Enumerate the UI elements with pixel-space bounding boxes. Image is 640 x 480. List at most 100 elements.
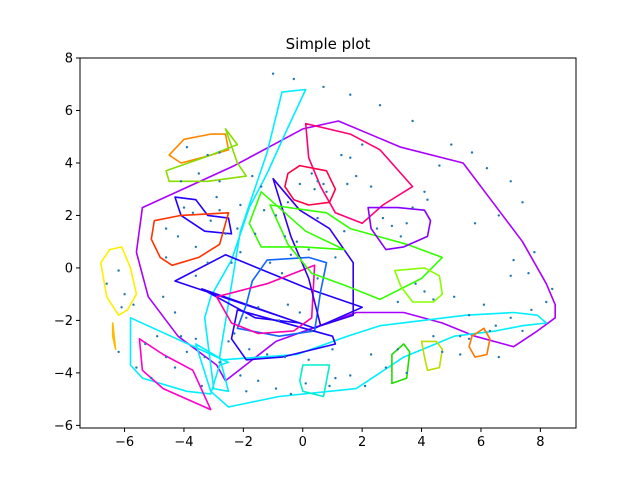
data-point-130	[482, 303, 486, 306]
data-point-86	[150, 376, 153, 380]
data-point-101	[304, 382, 307, 385]
data-point-16	[509, 274, 512, 277]
data-point-64	[209, 219, 212, 222]
hull-polygon-1	[203, 88, 307, 393]
data-point-59	[197, 172, 200, 175]
hull-polygon-7	[165, 128, 248, 183]
data-point-90	[248, 348, 251, 351]
data-point-84	[173, 366, 177, 369]
data-point-14	[512, 258, 515, 262]
data-point-46	[230, 261, 233, 264]
data-point-19	[530, 308, 533, 312]
data-point-15	[527, 272, 530, 275]
data-point-6	[450, 143, 453, 146]
data-point-81	[194, 337, 197, 340]
hull-polygon-8	[174, 196, 233, 235]
data-point-88	[200, 384, 203, 388]
data-point-37	[313, 188, 316, 191]
data-point-100	[245, 390, 248, 393]
data-point-67	[194, 245, 197, 249]
data-point-61	[218, 180, 221, 183]
data-point-30	[355, 174, 358, 178]
data-point-45	[239, 251, 242, 254]
data-point-13	[533, 251, 536, 254]
y-tick-label-1: −4	[54, 366, 73, 381]
data-point-39	[286, 201, 290, 204]
data-point-2	[322, 85, 325, 89]
data-point-102	[334, 376, 337, 380]
data-point-83	[164, 355, 168, 359]
data-point-56	[185, 146, 189, 149]
data-point-91	[265, 353, 269, 356]
data-point-76	[162, 295, 165, 298]
data-point-134	[251, 174, 254, 178]
hull-polygon-20	[393, 267, 444, 303]
axes-frame	[79, 57, 577, 429]
data-point-117	[316, 277, 319, 280]
data-point-26	[411, 206, 414, 209]
data-point-120	[277, 319, 281, 322]
data-point-20	[509, 316, 512, 319]
data-point-104	[369, 353, 373, 356]
data-point-10	[521, 201, 524, 204]
data-point-118	[257, 306, 260, 309]
y-tick-label-6: 6	[65, 104, 73, 119]
data-point-113	[459, 353, 462, 356]
data-point-136	[215, 195, 218, 199]
data-point-127	[432, 298, 435, 301]
data-point-63	[191, 211, 195, 214]
y-tick-label-2: −2	[54, 314, 73, 329]
data-point-58	[218, 151, 221, 154]
data-point-119	[286, 303, 290, 306]
hull-polygon-19	[367, 206, 432, 251]
data-point-110	[441, 350, 444, 354]
hull-polygon-4	[304, 122, 414, 225]
data-point-77	[173, 311, 177, 314]
data-point-133	[260, 185, 263, 188]
data-point-116	[331, 348, 334, 351]
data-point-109	[432, 335, 435, 338]
data-point-105	[384, 366, 388, 369]
x-tick-label-5: 4	[417, 435, 425, 450]
data-point-71	[117, 269, 120, 272]
data-point-25	[426, 198, 429, 201]
data-point-92	[283, 355, 287, 359]
data-point-9	[509, 180, 512, 183]
data-point-121	[245, 316, 248, 319]
data-point-107	[396, 348, 399, 351]
data-point-112	[467, 337, 471, 340]
data-point-111	[459, 335, 462, 338]
hull-polygon-25	[138, 337, 212, 411]
data-point-124	[396, 300, 399, 304]
data-point-75	[132, 303, 135, 306]
hull-polygon-16	[272, 177, 355, 327]
hull-polygon-24	[298, 364, 331, 398]
data-point-28	[349, 156, 352, 159]
data-point-3	[349, 93, 352, 96]
y-tick-label-7: 8	[65, 52, 73, 67]
data-point-50	[307, 248, 310, 251]
data-point-97	[257, 379, 260, 382]
hull-polygon-15	[215, 264, 316, 335]
data-point-55	[343, 230, 346, 233]
data-point-35	[322, 182, 325, 186]
data-point-106	[405, 371, 408, 375]
data-point-23	[438, 164, 441, 167]
x-tick-label-2: −2	[234, 435, 253, 450]
data-point-128	[453, 295, 456, 298]
data-point-0	[271, 72, 275, 75]
data-point-4	[378, 104, 382, 107]
data-point-51	[289, 253, 293, 256]
data-point-138	[381, 216, 385, 220]
data-point-17	[551, 287, 554, 291]
data-point-32	[346, 182, 349, 186]
hull-polygon-22	[420, 340, 444, 372]
data-point-38	[298, 182, 301, 186]
hull-polygon-12	[174, 254, 364, 330]
data-point-114	[328, 384, 331, 388]
data-point-62	[182, 206, 186, 209]
data-point-12	[473, 222, 477, 225]
data-point-31	[369, 185, 373, 188]
data-point-47	[283, 235, 287, 238]
